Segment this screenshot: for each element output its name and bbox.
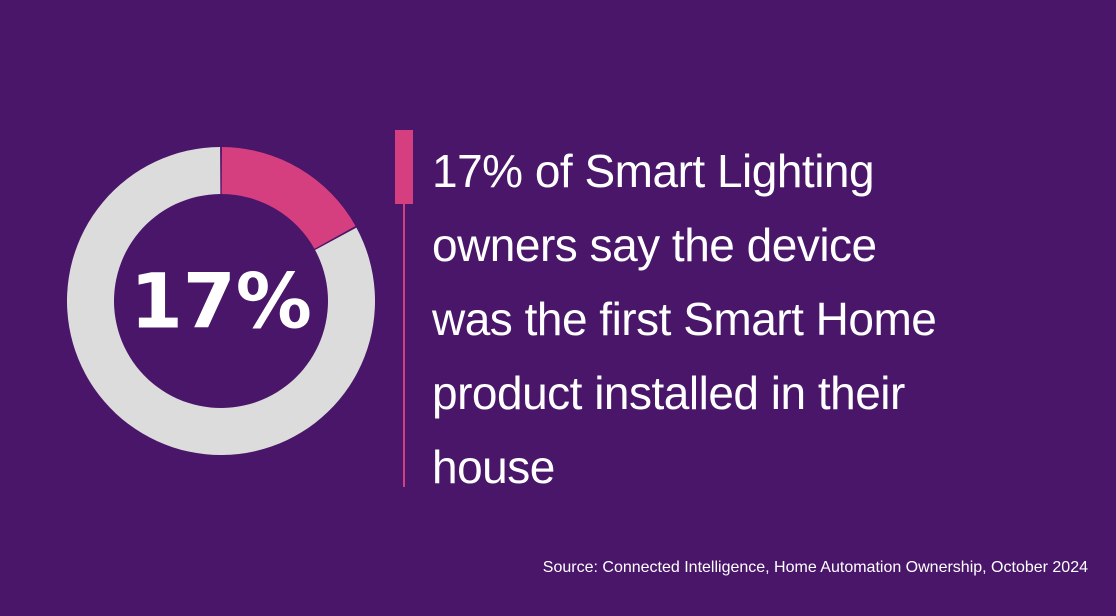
accent-bar [395,130,413,204]
headline: 17% of Smart Lighting owners say the dev… [432,134,1072,504]
headline-line: product installed in their [432,367,905,419]
donut-slices [67,147,375,455]
donut-center-label: 17% [130,257,312,346]
headline-line: was the first Smart Home [432,293,937,345]
source-citation: Source: Connected Intelligence, Home Aut… [542,559,1088,576]
donut-chart-svg: 17% [67,147,375,455]
donut-chart: 17% [67,147,375,455]
accent-divider-line [403,204,405,487]
headline-line: 17% of Smart Lighting [432,145,875,197]
donut-slice-remainder [67,147,375,455]
headline-line: house [432,441,555,493]
headline-line: owners say the device [432,219,877,271]
donut-slice-highlight [221,147,356,249]
